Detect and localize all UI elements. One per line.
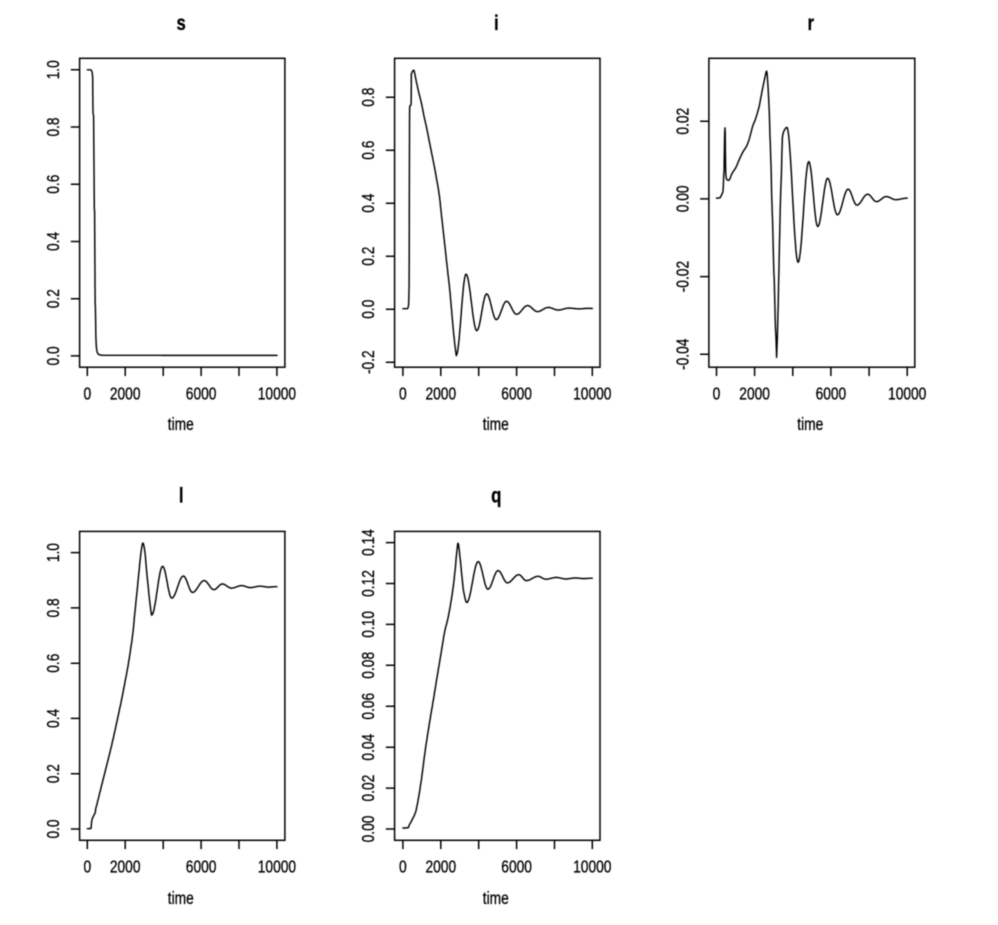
- svg-text:0.6: 0.6: [43, 654, 63, 673]
- svg-text:10000: 10000: [573, 384, 611, 404]
- svg-text:0.4: 0.4: [358, 193, 378, 212]
- svg-text:time: time: [797, 414, 823, 434]
- svg-text:0.2: 0.2: [43, 764, 63, 783]
- svg-text:0.0: 0.0: [358, 300, 378, 319]
- svg-text:0.4: 0.4: [43, 232, 63, 251]
- svg-text:10000: 10000: [258, 384, 296, 404]
- svg-text:-0.2: -0.2: [358, 350, 378, 374]
- svg-text:6000: 6000: [186, 384, 217, 404]
- svg-text:-0.04: -0.04: [672, 338, 692, 370]
- svg-text:0.8: 0.8: [358, 88, 378, 107]
- svg-text:6000: 6000: [501, 384, 532, 404]
- svg-text:0: 0: [399, 857, 407, 877]
- svg-text:2000: 2000: [110, 384, 141, 404]
- svg-text:0.0: 0.0: [43, 346, 63, 365]
- svg-text:0.2: 0.2: [358, 247, 378, 266]
- svg-text:2000: 2000: [739, 384, 770, 404]
- svg-text:2000: 2000: [426, 857, 457, 877]
- svg-text:1.0: 1.0: [43, 543, 63, 562]
- svg-text:0.12: 0.12: [358, 570, 378, 597]
- svg-text:time: time: [483, 414, 509, 434]
- svg-text:time: time: [483, 888, 509, 908]
- svg-text:10000: 10000: [888, 384, 926, 404]
- svg-text:0.4: 0.4: [43, 709, 63, 728]
- svg-text:-0.02: -0.02: [672, 261, 692, 292]
- svg-text:0: 0: [713, 384, 721, 404]
- svg-text:0.6: 0.6: [358, 141, 378, 160]
- svg-text:0.02: 0.02: [672, 108, 692, 135]
- svg-text:r: r: [808, 12, 815, 35]
- svg-text:l: l: [179, 485, 184, 508]
- svg-text:0.14: 0.14: [358, 529, 378, 556]
- svg-text:s: s: [177, 12, 186, 35]
- svg-text:0: 0: [83, 857, 91, 877]
- svg-text:0.00: 0.00: [358, 816, 378, 843]
- svg-text:0.08: 0.08: [358, 652, 378, 679]
- svg-text:0.0: 0.0: [43, 819, 63, 838]
- svg-text:0: 0: [399, 384, 407, 404]
- svg-text:0.10: 0.10: [358, 611, 378, 638]
- svg-text:2000: 2000: [426, 384, 457, 404]
- svg-text:time: time: [168, 888, 194, 908]
- svg-text:0.04: 0.04: [358, 733, 378, 760]
- svg-text:0.2: 0.2: [43, 289, 63, 308]
- svg-text:10000: 10000: [573, 857, 611, 877]
- svg-text:0.8: 0.8: [43, 117, 63, 136]
- svg-text:6000: 6000: [186, 857, 217, 877]
- svg-text:0.06: 0.06: [358, 693, 378, 720]
- svg-text:0.6: 0.6: [43, 175, 63, 194]
- svg-text:0.8: 0.8: [43, 598, 63, 617]
- svg-text:10000: 10000: [258, 857, 296, 877]
- svg-text:0: 0: [83, 384, 91, 404]
- svg-text:1.0: 1.0: [43, 60, 63, 79]
- svg-text:6000: 6000: [501, 857, 532, 877]
- svg-text:0.00: 0.00: [672, 186, 692, 213]
- svg-text:2000: 2000: [110, 857, 141, 877]
- svg-text:6000: 6000: [816, 384, 847, 404]
- svg-text:0.02: 0.02: [358, 775, 378, 802]
- svg-text:q: q: [491, 485, 501, 508]
- svg-text:i: i: [494, 12, 499, 35]
- svg-text:time: time: [168, 414, 194, 434]
